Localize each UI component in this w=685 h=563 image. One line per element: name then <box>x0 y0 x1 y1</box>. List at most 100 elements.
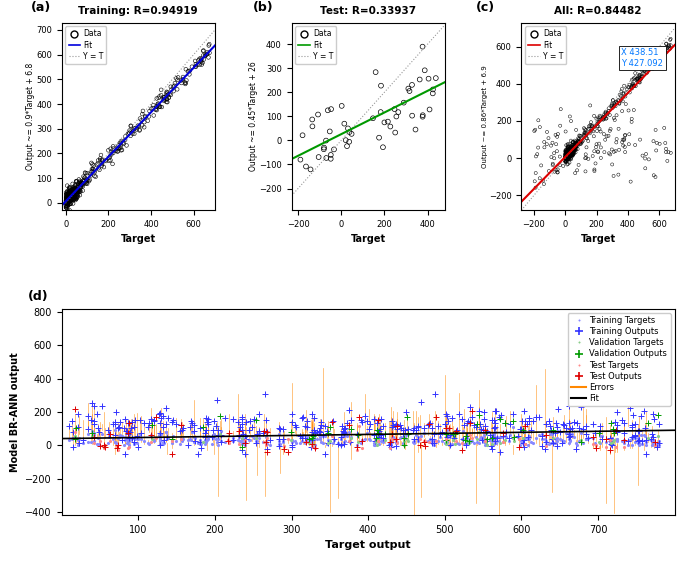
Training Outputs <box>431 390 439 397</box>
Validation Targets <box>509 435 517 441</box>
Point <box>555 121 566 130</box>
Validation Targets <box>482 439 490 445</box>
Point <box>659 123 670 132</box>
Point <box>563 154 574 163</box>
Point <box>69 194 80 203</box>
Test Targets <box>354 423 362 430</box>
Point <box>597 115 608 124</box>
Point <box>580 129 591 138</box>
Point <box>608 96 619 105</box>
Point <box>562 151 573 160</box>
Point <box>565 150 576 159</box>
Point <box>569 144 580 153</box>
Point <box>61 192 72 201</box>
Point <box>75 184 86 193</box>
Point <box>640 64 651 73</box>
Point <box>63 194 74 203</box>
Point <box>569 142 580 151</box>
Point <box>623 82 634 91</box>
Training Outputs <box>310 426 319 433</box>
Point <box>612 96 623 105</box>
Point <box>64 193 75 202</box>
Validation Outputs <box>501 420 509 427</box>
Point <box>561 149 572 158</box>
Point <box>73 175 84 184</box>
Point <box>134 122 145 131</box>
Point <box>565 148 576 157</box>
Validation Targets <box>403 437 412 444</box>
Test Outputs <box>235 427 243 434</box>
Point <box>562 150 573 159</box>
Point <box>532 150 543 159</box>
Validation Outputs <box>354 432 362 439</box>
Point <box>591 114 602 123</box>
Training Targets <box>489 442 497 449</box>
Point <box>71 184 82 193</box>
Point <box>61 190 72 199</box>
Point <box>64 193 75 202</box>
Point <box>583 137 594 146</box>
Point <box>61 203 72 212</box>
Point <box>563 152 574 161</box>
Validation Outputs <box>374 430 382 437</box>
Point <box>61 193 72 202</box>
Point <box>604 110 615 119</box>
Point <box>600 108 611 117</box>
Validation Targets <box>71 433 79 440</box>
Validation Outputs <box>71 436 79 443</box>
Point <box>89 167 100 176</box>
Point <box>658 45 669 54</box>
Point <box>65 191 76 200</box>
Point <box>651 54 662 63</box>
Point <box>61 199 72 208</box>
Point <box>65 186 76 195</box>
Point <box>564 112 575 121</box>
Point <box>611 97 622 106</box>
Point <box>101 157 112 166</box>
Point <box>580 128 591 137</box>
Point <box>586 118 597 127</box>
Point <box>62 193 73 202</box>
Point <box>561 153 572 162</box>
Point <box>570 138 581 148</box>
Validation Outputs <box>451 430 459 437</box>
Point <box>86 171 97 180</box>
Point <box>64 196 75 205</box>
Point <box>530 125 540 134</box>
Point <box>632 74 643 83</box>
Point <box>564 146 575 155</box>
Point <box>115 142 126 151</box>
Point <box>404 87 415 96</box>
Point <box>562 153 573 162</box>
Point <box>62 194 73 203</box>
Point <box>198 46 209 55</box>
Point <box>70 188 81 197</box>
Validation Outputs <box>549 426 558 433</box>
Point <box>82 175 93 184</box>
Point <box>64 195 75 204</box>
Point <box>417 112 428 121</box>
Point <box>552 129 563 138</box>
Point <box>140 111 151 120</box>
Point <box>634 78 645 87</box>
Point <box>62 191 73 200</box>
Point <box>152 100 163 109</box>
Point <box>60 202 71 211</box>
Point <box>536 161 547 170</box>
Point <box>65 196 76 205</box>
Point <box>603 106 614 115</box>
Point <box>566 145 577 154</box>
Validation Targets <box>252 435 260 442</box>
Point <box>195 60 206 69</box>
Point <box>560 149 571 158</box>
Point <box>539 143 550 152</box>
Point <box>595 143 606 152</box>
Legend: Data, Fit, Y = T: Data, Fit, Y = T <box>525 26 566 64</box>
Line: Test Targets: Test Targets <box>73 425 656 452</box>
Point <box>108 146 119 155</box>
Validation Outputs <box>496 416 504 423</box>
Point <box>632 74 643 83</box>
Point <box>645 61 656 70</box>
Point <box>106 150 117 159</box>
Point <box>112 147 123 156</box>
